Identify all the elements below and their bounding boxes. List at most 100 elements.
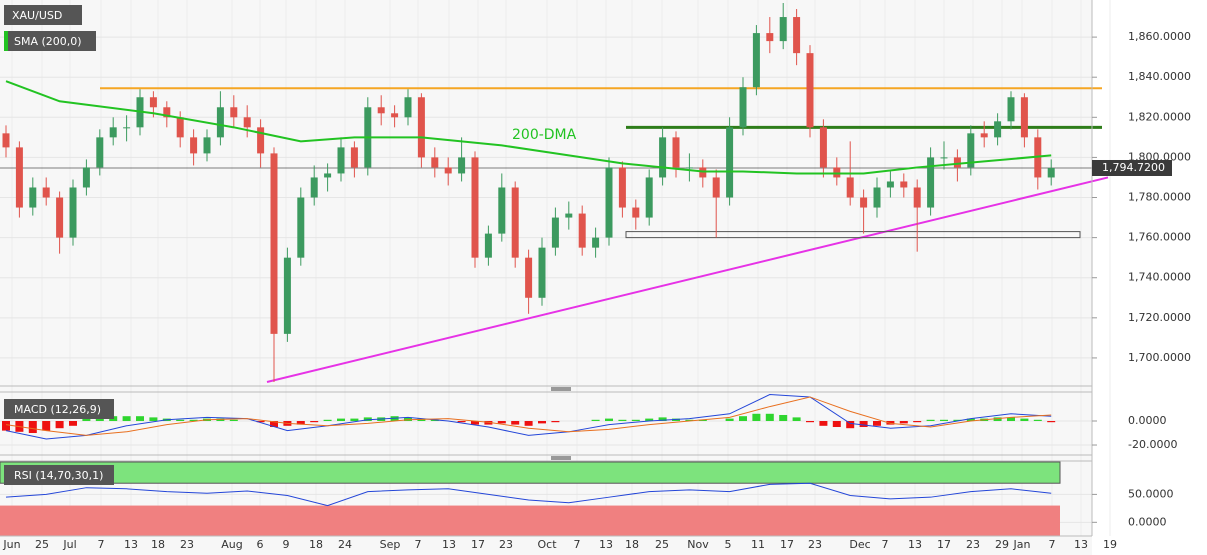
macd-histogram-bar bbox=[136, 416, 144, 421]
macd-histogram-bar bbox=[511, 420, 520, 425]
candle-body bbox=[846, 177, 854, 198]
x-tick-label: Jul bbox=[62, 538, 76, 551]
x-tick-label: Jun bbox=[2, 538, 20, 551]
y-tick-label: 0.0000 bbox=[1128, 515, 1167, 528]
macd-histogram-bar bbox=[739, 416, 747, 421]
x-tick-label: Jan bbox=[1013, 538, 1031, 551]
candle-body bbox=[525, 257, 533, 298]
candle-body bbox=[257, 127, 265, 154]
macd-histogram-bar bbox=[806, 420, 814, 423]
candle-body bbox=[230, 107, 238, 118]
candle-body bbox=[538, 247, 546, 298]
rsi-oversold bbox=[0, 505, 1060, 536]
candle-body bbox=[712, 177, 720, 198]
x-tick-label: 18 bbox=[625, 538, 639, 551]
candle-body bbox=[980, 133, 988, 138]
rsi-overbought bbox=[0, 461, 1061, 484]
candle-body bbox=[2, 133, 10, 148]
y-tick-label: 1,740.0000 bbox=[1128, 271, 1191, 284]
x-tick-label: 17 bbox=[937, 538, 951, 551]
candle-body bbox=[203, 137, 211, 154]
candle-body bbox=[149, 97, 157, 108]
x-tick-label: Oct bbox=[537, 538, 557, 551]
candle-body bbox=[953, 157, 961, 168]
macd-histogram-bar bbox=[350, 418, 359, 421]
candle-body bbox=[42, 187, 50, 198]
candle-body bbox=[752, 33, 760, 88]
x-tick-label: 9 bbox=[283, 538, 290, 551]
x-tick-label: 7 bbox=[98, 538, 105, 551]
macd-histogram-bar bbox=[229, 419, 238, 421]
candle-body bbox=[417, 97, 425, 158]
candle-body bbox=[659, 137, 667, 178]
candle-body bbox=[324, 173, 332, 178]
x-tick-label: 18 bbox=[151, 538, 165, 551]
macd-histogram-bar bbox=[966, 418, 975, 421]
x-tick-label: 18 bbox=[309, 538, 323, 551]
x-tick-label: 17 bbox=[780, 538, 794, 551]
macd-histogram-bar bbox=[859, 420, 868, 428]
candle-body bbox=[471, 157, 479, 258]
candle-body bbox=[310, 177, 318, 198]
candle-body bbox=[337, 147, 345, 174]
macd-histogram-bar bbox=[899, 420, 908, 424]
legend-swatch bbox=[4, 31, 8, 51]
candle-body bbox=[243, 117, 251, 128]
candle-body bbox=[1047, 167, 1055, 178]
y-tick-label: 1,780.0000 bbox=[1128, 191, 1191, 204]
x-tick-label: 24 bbox=[338, 538, 352, 551]
candle-body bbox=[913, 187, 921, 208]
macd-histogram-bar bbox=[256, 420, 265, 423]
symbol: XAU/USD bbox=[12, 9, 62, 22]
candle-body bbox=[618, 167, 626, 208]
x-tick-label: 17 bbox=[471, 538, 485, 551]
candle-body bbox=[498, 187, 506, 234]
x-tick-label: 29 bbox=[995, 538, 1009, 551]
y-tick-label: 1,760.0000 bbox=[1128, 231, 1191, 244]
resize-handle[interactable] bbox=[551, 387, 571, 391]
macd-histogram-bar bbox=[1007, 417, 1015, 421]
x-tick-label: 7 bbox=[1049, 538, 1056, 551]
support-trendline bbox=[266, 176, 1109, 383]
macd-histogram-bar bbox=[28, 420, 37, 434]
candle-body bbox=[819, 127, 827, 168]
y-tick-label: 1,720.0000 bbox=[1128, 311, 1191, 324]
candle-body bbox=[873, 187, 881, 208]
candle-body bbox=[29, 187, 37, 208]
candle-body bbox=[967, 133, 975, 168]
macd-histogram-bar bbox=[792, 417, 801, 421]
candle-body bbox=[431, 157, 439, 168]
candle-body bbox=[565, 213, 573, 218]
macd-histogram-bar bbox=[471, 420, 479, 425]
macd-histogram-bar bbox=[685, 419, 694, 421]
x-tick-label: 7 bbox=[882, 538, 889, 551]
x-tick-label: 13 bbox=[124, 538, 138, 551]
rsi-line bbox=[5, 482, 1052, 507]
rsi-legend: RSI (14,70,30,1) bbox=[14, 469, 103, 482]
y-tick-label: 50.0000 bbox=[1128, 487, 1174, 500]
candle-body bbox=[726, 127, 734, 198]
candle-body bbox=[511, 187, 519, 258]
candle-body bbox=[551, 217, 559, 248]
candle-body bbox=[940, 157, 948, 159]
candle-body bbox=[1007, 97, 1015, 122]
macd-histogram-bar bbox=[725, 418, 734, 421]
candle-body bbox=[672, 137, 680, 168]
candle-body bbox=[216, 107, 224, 138]
macd-histogram-bar bbox=[122, 416, 131, 421]
macd-histogram-bar bbox=[497, 420, 506, 424]
y-tick-label: 1,860.0000 bbox=[1128, 30, 1191, 43]
last-price-label: 1,794.7200 bbox=[1102, 161, 1165, 174]
resize-handle[interactable] bbox=[551, 456, 571, 460]
last-price-box bbox=[1092, 159, 1172, 176]
candle-body bbox=[592, 237, 600, 248]
sma-line bbox=[5, 80, 1052, 175]
macd-legend: MACD (12,26,9) bbox=[14, 403, 101, 416]
sma-legend: SMA (200,0) bbox=[14, 35, 82, 48]
macd-histogram-bar bbox=[363, 417, 372, 421]
candle-body bbox=[283, 257, 291, 334]
candle-body bbox=[458, 157, 466, 174]
x-tick-label: 13 bbox=[1074, 538, 1088, 551]
x-tick-label: 7 bbox=[574, 538, 581, 551]
